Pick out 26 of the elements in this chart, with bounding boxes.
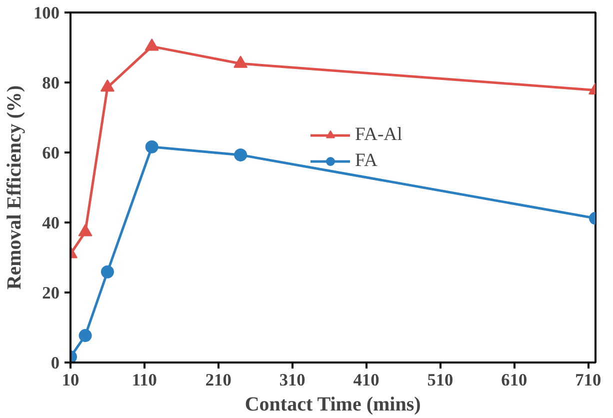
point xyxy=(145,140,158,154)
y-tick-label: 100 xyxy=(34,4,60,22)
point xyxy=(144,38,159,51)
x-tick-label: 410 xyxy=(353,370,380,390)
point xyxy=(100,265,114,278)
point xyxy=(100,79,114,92)
x-tick-label: 610 xyxy=(501,370,528,390)
y-axis-title: Removal Efficiency (%) xyxy=(4,85,26,290)
x-tick-label: 710 xyxy=(575,370,602,390)
x-tick-label: 210 xyxy=(205,370,232,390)
x-tick-label: 510 xyxy=(427,370,454,390)
y-tick-label: 60 xyxy=(42,144,60,162)
legend-label: FA xyxy=(355,150,378,172)
x-tick-label: 310 xyxy=(279,370,306,390)
x-tick-label: 10 xyxy=(62,370,80,390)
y-tick-label: 40 xyxy=(42,214,60,232)
point xyxy=(78,329,92,342)
x-tick-label: 110 xyxy=(132,370,157,390)
point xyxy=(78,224,92,236)
y-tick-label: 20 xyxy=(42,284,60,302)
x-axis-title: Contact Time (mins) xyxy=(244,394,421,416)
y-tick-label: 80 xyxy=(42,74,60,92)
point xyxy=(234,56,248,68)
y-tick-label: 0 xyxy=(50,354,60,372)
point xyxy=(234,148,248,162)
legend-label: FA-Al xyxy=(355,124,402,146)
